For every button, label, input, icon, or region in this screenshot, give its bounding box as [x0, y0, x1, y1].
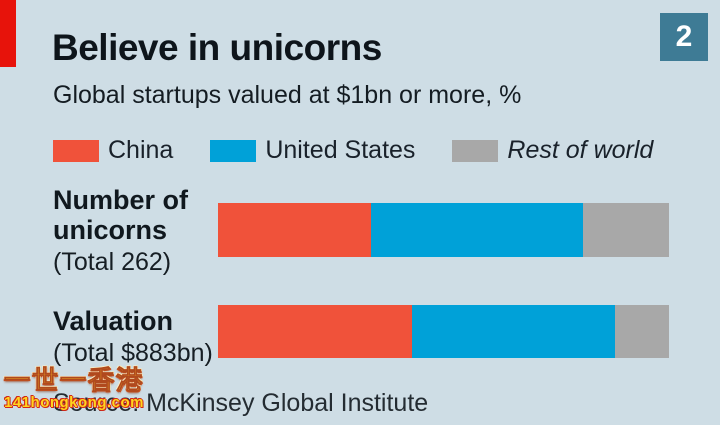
- legend: China United States Rest of world: [53, 136, 653, 165]
- legend-label-united-states: United States: [265, 136, 416, 164]
- bar-category-total: (Total $883bn): [53, 339, 213, 367]
- bar-category-name: Number of unicorns: [53, 185, 188, 245]
- chart-subtitle: Global startups valued at $1bn or more, …: [53, 81, 522, 109]
- legend-item-china: China: [53, 136, 173, 165]
- figure-number-badge: 2: [660, 13, 708, 61]
- legend-item-united-states: United States: [210, 136, 415, 165]
- bar-segment-china: [218, 203, 372, 257]
- bar-segment-rest-of-world: [614, 305, 669, 358]
- stacked-bar-valuation: [218, 305, 669, 358]
- source-note: Source: McKinsey Global Institute: [53, 389, 429, 417]
- legend-label-china: China: [108, 136, 174, 164]
- legend-label-rest-of-world: Rest of world: [507, 136, 654, 164]
- bar-segment-united-states: [411, 305, 615, 358]
- legend-swatch-rest-of-world: [452, 139, 499, 162]
- bar-segment-rest-of-world: [583, 203, 669, 257]
- legend-swatch-united-states: [210, 139, 257, 162]
- watermark-line-1: 一世一香港: [4, 365, 145, 395]
- stacked-bar-number-of-unicorns: [218, 203, 669, 257]
- bar-segment-china: [218, 305, 412, 358]
- figure-number: 2: [675, 20, 693, 53]
- bar-category-total: (Total 262): [53, 248, 172, 276]
- watermark-line-2: 141hongkong.com: [4, 394, 145, 411]
- bar-category-name: Valuation: [53, 306, 174, 336]
- bar-row-label-number-of-unicorns: Number of unicorns (Total 262): [53, 185, 203, 277]
- bar-segment-united-states: [371, 203, 584, 257]
- legend-swatch-china: [53, 139, 99, 162]
- watermark: 一世一香港 141hongkong.com: [4, 367, 144, 410]
- accent-tab: [0, 0, 16, 67]
- bar-row-label-valuation: Valuation (Total $883bn): [53, 306, 213, 368]
- chart-title: Believe in unicorns: [52, 27, 382, 68]
- legend-item-rest-of-world: Rest of world: [452, 136, 653, 165]
